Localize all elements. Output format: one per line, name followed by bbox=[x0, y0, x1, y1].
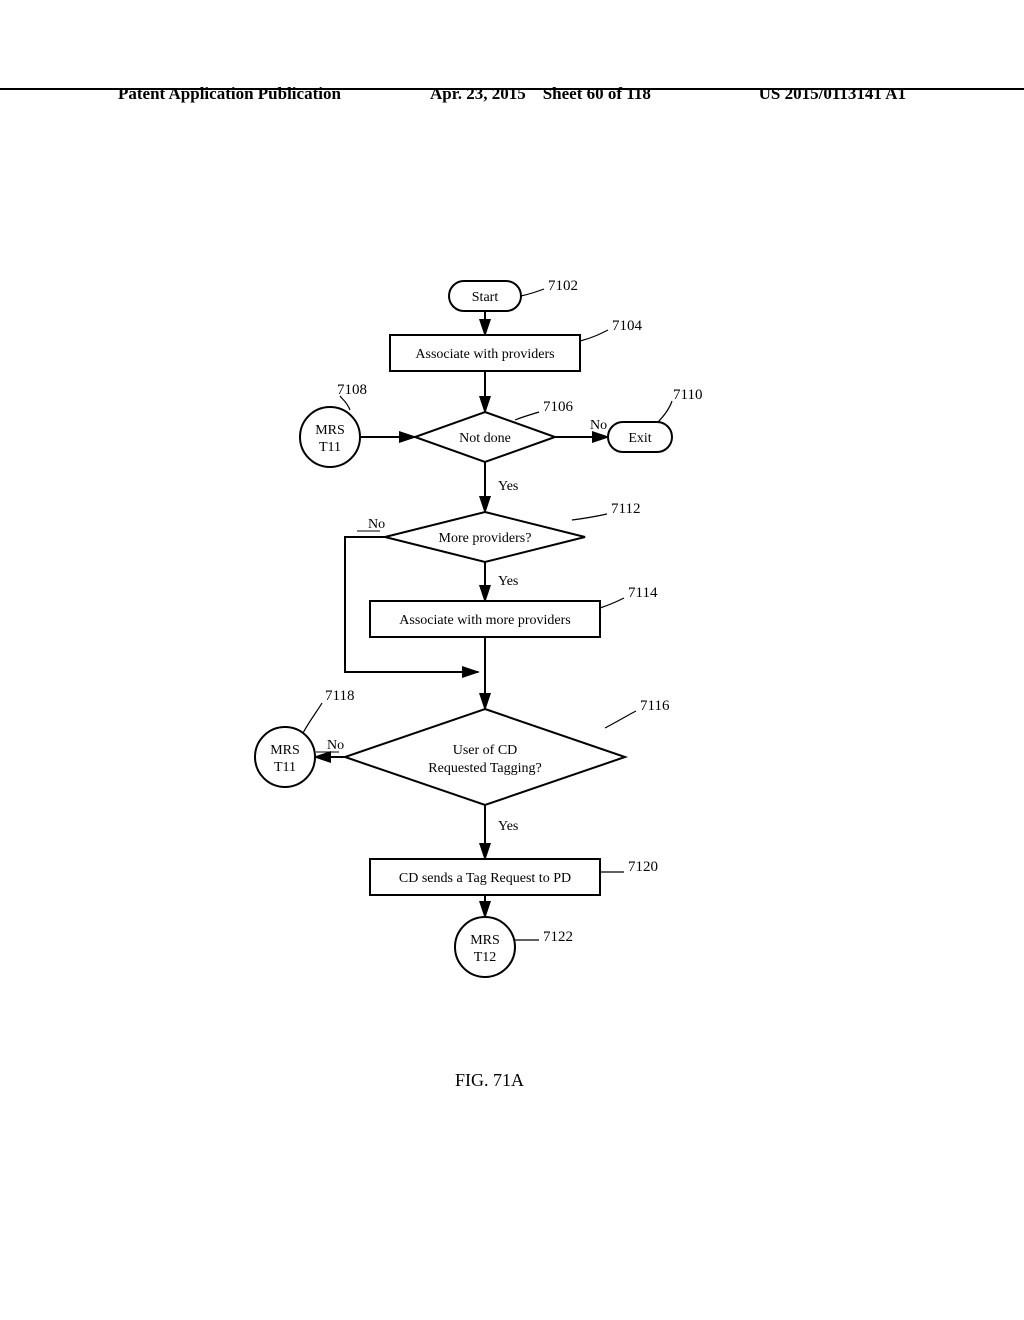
exit-label: Exit bbox=[628, 431, 651, 446]
mrs2-ref: 7118 bbox=[325, 688, 354, 704]
figure-label: FIG. 71A bbox=[455, 1070, 524, 1091]
mrs1-label1: MRS bbox=[315, 423, 345, 438]
mrs1-label2: T11 bbox=[319, 440, 341, 455]
assoc-label: Associate with providers bbox=[415, 347, 554, 362]
usercd-label2: Requested Tagging? bbox=[428, 761, 541, 776]
ref-leader bbox=[340, 396, 350, 410]
edge-label: No bbox=[327, 738, 344, 753]
edge-label: Yes bbox=[498, 479, 518, 494]
ref-leader bbox=[303, 703, 322, 733]
usercd-ref: 7116 bbox=[640, 698, 670, 714]
ref-leader bbox=[580, 330, 608, 341]
ref-leader bbox=[600, 598, 624, 608]
mrs3-ref: 7122 bbox=[543, 929, 573, 945]
start-label: Start bbox=[472, 290, 499, 305]
assoc-ref: 7104 bbox=[612, 318, 643, 334]
mrs3-label1: MRS bbox=[470, 933, 500, 948]
edge-label: Yes bbox=[498, 819, 518, 834]
notdone-label: Not done bbox=[459, 431, 511, 446]
mrs1-ref: 7108 bbox=[337, 382, 367, 398]
edge-label: Yes bbox=[498, 574, 518, 589]
ref-leader bbox=[515, 412, 539, 420]
mrs2-label1: MRS bbox=[270, 743, 300, 758]
exit-ref: 7110 bbox=[673, 387, 702, 403]
moreq-label: More providers? bbox=[439, 531, 532, 546]
mrs2-label2: T11 bbox=[274, 760, 296, 775]
flowchart-canvas: No Yes Yes No No Yes Start 7102 Associate with p… bbox=[0, 0, 1024, 1320]
ref-leader bbox=[657, 401, 672, 423]
edge-label: No bbox=[590, 418, 607, 433]
cdsends-ref: 7120 bbox=[628, 859, 658, 875]
moreq-ref: 7112 bbox=[611, 501, 640, 517]
notdone-ref: 7106 bbox=[543, 399, 574, 415]
ref-leader bbox=[572, 514, 607, 520]
usercd-label1: User of CD bbox=[453, 743, 518, 758]
start-ref: 7102 bbox=[548, 278, 578, 294]
mrs3-label2: T12 bbox=[474, 950, 497, 965]
assocmore-label: Associate with more providers bbox=[399, 613, 570, 628]
ref-leader bbox=[605, 711, 636, 728]
edge-label: No bbox=[368, 517, 385, 532]
assocmore-ref: 7114 bbox=[628, 585, 658, 601]
cdsends-label: CD sends a Tag Request to PD bbox=[399, 871, 571, 886]
ref-leader bbox=[521, 289, 544, 296]
